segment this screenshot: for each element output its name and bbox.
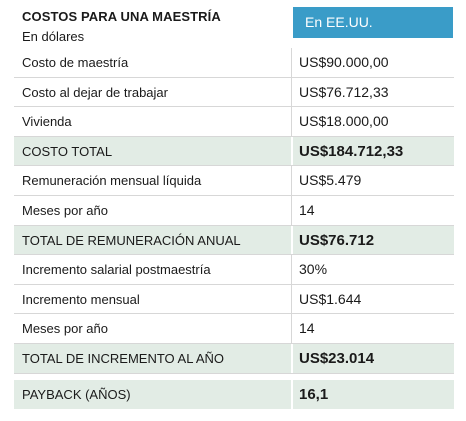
column-divider [291, 314, 292, 343]
column-divider [291, 343, 293, 373]
column-divider [291, 225, 293, 255]
table-row: Incremento mensual US$1.644 [14, 284, 454, 315]
table-row: Costo al dejar de trabajar US$76.712,33 [14, 77, 454, 108]
table-row: Meses por año 14 [14, 314, 454, 344]
column-divider [291, 107, 292, 136]
column-divider [291, 77, 292, 107]
table-title: COSTOS PARA UNA MAESTRÍA [22, 9, 221, 24]
row-value: US$18.000,00 [299, 113, 389, 130]
row-label: TOTAL DE REMUNERACIÓN ANUAL [22, 232, 241, 248]
table-row: Costo de maestría US$90.000,00 [14, 48, 454, 78]
column-divider [291, 48, 292, 77]
row-label: Incremento mensual [22, 291, 140, 307]
column-header: En EE.UU. [293, 7, 453, 38]
column-divider [291, 195, 292, 225]
row-label: Incremento salarial postmaestría [22, 262, 211, 278]
cost-table: COSTOS PARA UNA MAESTRÍA En dólares En E… [14, 7, 454, 410]
table-row: Vivienda US$18.000,00 [14, 107, 454, 137]
total-row: TOTAL DE INCREMENTO AL AÑO US$23.014 [14, 343, 454, 374]
row-label: Costo de maestría [22, 55, 129, 70]
row-value: US$76.712,33 [299, 83, 389, 100]
payback-row: PAYBACK (AÑOS) 16,1 [14, 379, 454, 410]
total-row: TOTAL DE REMUNERACIÓN ANUAL US$76.712 [14, 225, 454, 256]
row-label: Meses por año [22, 321, 108, 337]
row-label: COSTO TOTAL [22, 143, 113, 159]
row-label: Remuneración mensual líquida [22, 173, 202, 189]
row-value: US$184.712,33 [299, 142, 404, 160]
row-label: Vivienda [22, 114, 72, 130]
table-row: Incremento salarial postmaestría 30% [14, 255, 454, 285]
table-row: Meses por año 14 [14, 195, 454, 226]
column-divider [291, 379, 293, 410]
row-value: 14 [299, 201, 315, 218]
row-label: Meses por año [22, 202, 108, 218]
table-body: Costo de maestría US$90.000,00 Costo al … [14, 48, 454, 410]
row-value: 14 [299, 320, 315, 337]
row-value: 30% [299, 261, 328, 278]
column-divider [291, 166, 292, 195]
total-row: COSTO TOTAL US$184.712,33 [14, 136, 454, 167]
row-label: TOTAL DE INCREMENTO AL AÑO [22, 350, 225, 366]
row-value: US$23.014 [299, 349, 375, 367]
column-divider [291, 136, 293, 166]
row-value: US$5.479 [299, 172, 362, 189]
table-row: Remuneración mensual líquida US$5.479 [14, 166, 454, 196]
row-label: PAYBACK (AÑOS) [22, 386, 131, 402]
column-divider [291, 284, 292, 314]
row-value: US$1.644 [299, 290, 362, 307]
table-subtitle: En dólares [22, 29, 85, 44]
row-value: US$90.000,00 [299, 54, 389, 70]
row-value: 16,1 [299, 385, 329, 403]
column-divider [291, 255, 292, 284]
row-value: US$76.712 [299, 231, 375, 249]
table-header: COSTOS PARA UNA MAESTRÍA En dólares En E… [14, 7, 454, 47]
row-label: Costo al dejar de trabajar [22, 84, 168, 100]
